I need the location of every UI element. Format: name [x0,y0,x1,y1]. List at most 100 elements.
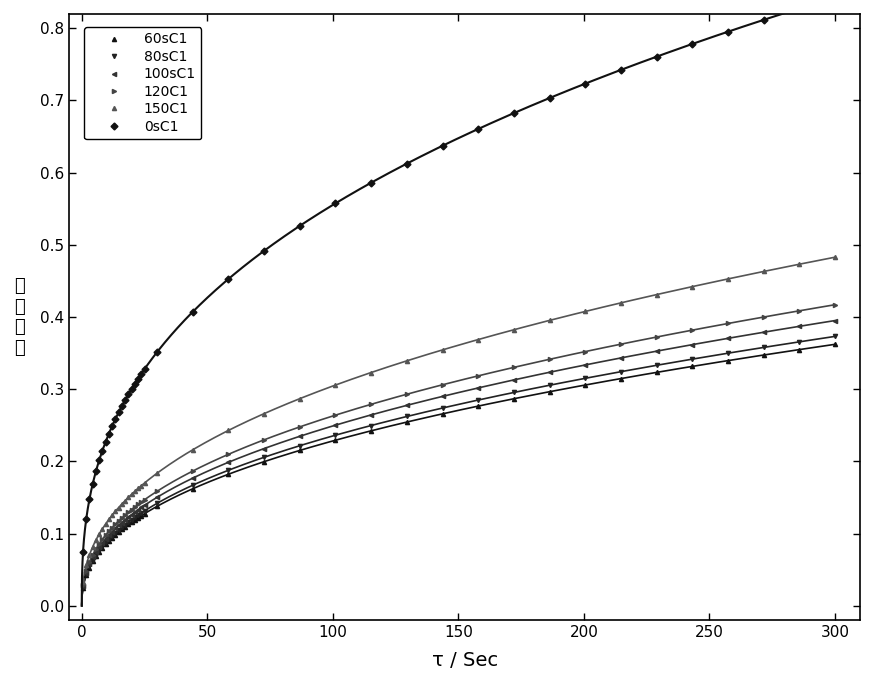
100sC1 [295,432,305,440]
150C1 [794,260,805,268]
100sC1 [330,421,341,430]
150C1 [723,275,733,283]
60sC1 [759,351,769,359]
120C1 [97,535,108,543]
60sC1 [97,544,108,552]
150C1 [78,578,88,586]
80sC1 [123,518,134,526]
0sC1 [136,369,147,378]
0sC1 [580,79,591,88]
60sC1 [81,571,92,579]
100sC1 [580,361,591,369]
120C1 [366,400,377,408]
80sC1 [91,551,101,559]
0sC1 [127,385,137,393]
100sC1 [259,445,269,453]
100sC1 [509,376,519,384]
0sC1 [615,66,626,74]
120C1 [615,340,626,348]
60sC1 [437,410,447,418]
120C1 [87,551,98,559]
100sC1 [104,531,114,539]
0sC1 [687,40,697,48]
0sC1 [87,479,98,488]
80sC1 [133,511,143,519]
120C1 [437,381,447,389]
0sC1 [91,467,101,475]
120C1 [829,300,840,308]
0sC1 [129,380,140,388]
60sC1 [615,374,626,382]
150C1 [437,346,447,354]
60sC1 [87,557,98,566]
100sC1 [87,553,98,562]
60sC1 [120,523,130,531]
150C1 [545,316,555,324]
150C1 [651,291,662,299]
Y-axis label: 氢
气
产
率: 氢 气 产 率 [14,277,24,357]
120C1 [101,531,111,539]
80sC1 [295,442,305,450]
100sC1 [133,505,143,514]
60sC1 [139,510,149,518]
120C1 [136,498,147,506]
150C1 [473,335,483,343]
60sC1 [223,470,233,478]
100sC1 [139,501,149,510]
150C1 [97,525,108,533]
150C1 [259,410,269,418]
80sC1 [104,535,114,543]
100sC1 [401,402,412,410]
60sC1 [295,446,305,454]
150C1 [152,469,163,477]
120C1 [295,423,305,431]
Line: 120C1: 120C1 [81,302,837,588]
60sC1 [188,485,198,493]
120C1 [794,306,805,315]
120C1 [223,450,233,458]
60sC1 [152,502,163,510]
150C1 [87,542,98,551]
100sC1 [152,493,163,501]
120C1 [78,581,88,590]
0sC1 [259,247,269,255]
120C1 [91,545,101,553]
0sC1 [295,222,305,230]
150C1 [829,253,840,261]
120C1 [580,347,591,356]
120C1 [723,319,733,328]
100sC1 [723,334,733,343]
80sC1 [110,529,121,537]
150C1 [330,381,341,389]
100sC1 [136,503,147,512]
120C1 [152,487,163,495]
150C1 [139,479,149,487]
120C1 [107,523,117,531]
100sC1 [129,508,140,516]
60sC1 [794,345,805,354]
60sC1 [129,516,140,524]
0sC1 [97,447,108,455]
80sC1 [139,507,149,515]
150C1 [687,282,697,291]
80sC1 [129,513,140,521]
120C1 [188,467,198,475]
120C1 [123,508,134,516]
60sC1 [101,540,111,549]
0sC1 [116,402,127,410]
80sC1 [829,332,840,341]
0sC1 [110,415,121,423]
60sC1 [509,395,519,403]
0sC1 [114,408,124,417]
0sC1 [84,495,94,503]
120C1 [84,557,94,566]
150C1 [401,357,412,365]
100sC1 [81,568,92,577]
150C1 [116,500,127,508]
80sC1 [687,355,697,363]
0sC1 [473,125,483,133]
150C1 [759,267,769,276]
100sC1 [615,354,626,362]
100sC1 [437,393,447,401]
0sC1 [723,27,733,36]
